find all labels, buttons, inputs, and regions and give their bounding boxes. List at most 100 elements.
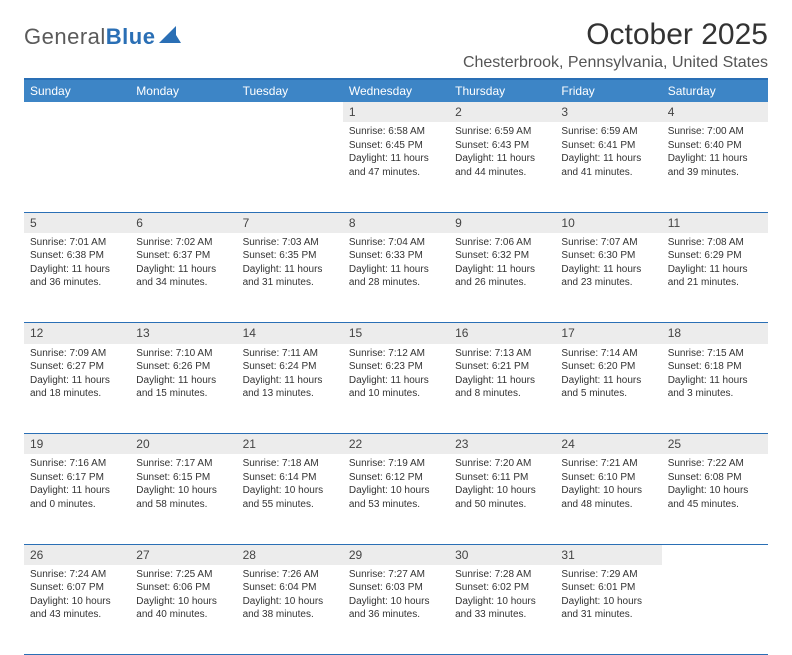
day-cell: Sunrise: 7:01 AMSunset: 6:38 PMDaylight:… xyxy=(24,233,130,323)
day-cell: Sunrise: 7:13 AMSunset: 6:21 PMDaylight:… xyxy=(449,344,555,434)
day-cell: Sunrise: 7:20 AMSunset: 6:11 PMDaylight:… xyxy=(449,454,555,544)
calendar-body: 1234Sunrise: 6:58 AMSunset: 6:45 PMDayli… xyxy=(24,102,768,655)
sunset-line: Sunset: 6:45 PM xyxy=(349,139,443,153)
location: Chesterbrook, Pennsylvania, United State… xyxy=(463,54,768,72)
day-number: 26 xyxy=(24,544,130,565)
day-number: 2 xyxy=(449,102,555,122)
daylight-line: Daylight: 11 hours and 0 minutes. xyxy=(30,484,124,511)
daylight-line: Daylight: 11 hours and 23 minutes. xyxy=(561,263,655,290)
daylight-line: Daylight: 11 hours and 36 minutes. xyxy=(30,263,124,290)
daylight-line: Daylight: 11 hours and 8 minutes. xyxy=(455,374,549,401)
sunset-line: Sunset: 6:07 PM xyxy=(30,581,124,595)
sunrise-line: Sunrise: 6:59 AM xyxy=(455,125,549,139)
day-number: 8 xyxy=(343,212,449,233)
day-number xyxy=(130,102,236,122)
sunset-line: Sunset: 6:30 PM xyxy=(561,249,655,263)
logo-word2: Blue xyxy=(106,24,156,49)
sunset-line: Sunset: 6:14 PM xyxy=(243,471,337,485)
day-cell: Sunrise: 7:29 AMSunset: 6:01 PMDaylight:… xyxy=(555,565,661,655)
weekday-header: Saturday xyxy=(662,79,768,102)
day-cell: Sunrise: 7:16 AMSunset: 6:17 PMDaylight:… xyxy=(24,454,130,544)
daylight-line: Daylight: 11 hours and 15 minutes. xyxy=(136,374,230,401)
sunset-line: Sunset: 6:15 PM xyxy=(136,471,230,485)
day-cell: Sunrise: 7:08 AMSunset: 6:29 PMDaylight:… xyxy=(662,233,768,323)
day-number: 20 xyxy=(130,434,236,455)
day-cell: Sunrise: 7:27 AMSunset: 6:03 PMDaylight:… xyxy=(343,565,449,655)
daylight-line: Daylight: 10 hours and 45 minutes. xyxy=(668,484,762,511)
weekday-header: Thursday xyxy=(449,79,555,102)
day-cell: Sunrise: 6:58 AMSunset: 6:45 PMDaylight:… xyxy=(343,122,449,212)
daynum-row: 567891011 xyxy=(24,212,768,233)
day-cell: Sunrise: 7:24 AMSunset: 6:07 PMDaylight:… xyxy=(24,565,130,655)
weekday-header: Tuesday xyxy=(237,79,343,102)
day-cell: Sunrise: 7:14 AMSunset: 6:20 PMDaylight:… xyxy=(555,344,661,434)
info-row: Sunrise: 7:24 AMSunset: 6:07 PMDaylight:… xyxy=(24,565,768,655)
daynum-row: 1234 xyxy=(24,102,768,122)
day-number: 11 xyxy=(662,212,768,233)
daylight-line: Daylight: 11 hours and 41 minutes. xyxy=(561,152,655,179)
day-number: 1 xyxy=(343,102,449,122)
sunset-line: Sunset: 6:43 PM xyxy=(455,139,549,153)
day-cell xyxy=(662,565,768,655)
sunrise-line: Sunrise: 7:04 AM xyxy=(349,236,443,250)
sunrise-line: Sunrise: 7:12 AM xyxy=(349,347,443,361)
sunrise-line: Sunrise: 7:15 AM xyxy=(668,347,762,361)
sunset-line: Sunset: 6:33 PM xyxy=(349,249,443,263)
sunset-line: Sunset: 6:29 PM xyxy=(668,249,762,263)
logo-text: GeneralBlue xyxy=(24,24,155,50)
sunset-line: Sunset: 6:37 PM xyxy=(136,249,230,263)
day-cell: Sunrise: 7:26 AMSunset: 6:04 PMDaylight:… xyxy=(237,565,343,655)
sunrise-line: Sunrise: 7:09 AM xyxy=(30,347,124,361)
sunrise-line: Sunrise: 7:21 AM xyxy=(561,457,655,471)
daylight-line: Daylight: 11 hours and 39 minutes. xyxy=(668,152,762,179)
day-number: 27 xyxy=(130,544,236,565)
day-cell: Sunrise: 7:03 AMSunset: 6:35 PMDaylight:… xyxy=(237,233,343,323)
day-number: 28 xyxy=(237,544,343,565)
sunset-line: Sunset: 6:24 PM xyxy=(243,360,337,374)
sunrise-line: Sunrise: 7:27 AM xyxy=(349,568,443,582)
sunrise-line: Sunrise: 7:22 AM xyxy=(668,457,762,471)
sunrise-line: Sunrise: 7:26 AM xyxy=(243,568,337,582)
day-cell: Sunrise: 7:19 AMSunset: 6:12 PMDaylight:… xyxy=(343,454,449,544)
header: GeneralBlue October 2025 Chesterbrook, P… xyxy=(24,18,768,72)
day-number: 21 xyxy=(237,434,343,455)
sunrise-line: Sunrise: 7:29 AM xyxy=(561,568,655,582)
daylight-line: Daylight: 11 hours and 10 minutes. xyxy=(349,374,443,401)
daylight-line: Daylight: 11 hours and 18 minutes. xyxy=(30,374,124,401)
daylight-line: Daylight: 11 hours and 47 minutes. xyxy=(349,152,443,179)
sunrise-line: Sunrise: 6:59 AM xyxy=(561,125,655,139)
day-number: 30 xyxy=(449,544,555,565)
sunrise-line: Sunrise: 7:07 AM xyxy=(561,236,655,250)
logo-sail-icon xyxy=(159,26,181,49)
sunset-line: Sunset: 6:26 PM xyxy=(136,360,230,374)
day-number: 6 xyxy=(130,212,236,233)
day-number: 13 xyxy=(130,323,236,344)
day-cell: Sunrise: 7:04 AMSunset: 6:33 PMDaylight:… xyxy=(343,233,449,323)
daylight-line: Daylight: 11 hours and 44 minutes. xyxy=(455,152,549,179)
sunset-line: Sunset: 6:23 PM xyxy=(349,360,443,374)
sunset-line: Sunset: 6:17 PM xyxy=(30,471,124,485)
sunset-line: Sunset: 6:12 PM xyxy=(349,471,443,485)
day-cell: Sunrise: 7:10 AMSunset: 6:26 PMDaylight:… xyxy=(130,344,236,434)
day-cell: Sunrise: 7:22 AMSunset: 6:08 PMDaylight:… xyxy=(662,454,768,544)
day-number: 22 xyxy=(343,434,449,455)
daylight-line: Daylight: 11 hours and 5 minutes. xyxy=(561,374,655,401)
daylight-line: Daylight: 11 hours and 13 minutes. xyxy=(243,374,337,401)
weekday-row: SundayMondayTuesdayWednesdayThursdayFrid… xyxy=(24,79,768,102)
sunrise-line: Sunrise: 6:58 AM xyxy=(349,125,443,139)
sunset-line: Sunset: 6:18 PM xyxy=(668,360,762,374)
day-cell: Sunrise: 7:18 AMSunset: 6:14 PMDaylight:… xyxy=(237,454,343,544)
daylight-line: Daylight: 10 hours and 31 minutes. xyxy=(561,595,655,622)
sunset-line: Sunset: 6:11 PM xyxy=(455,471,549,485)
day-cell: Sunrise: 6:59 AMSunset: 6:41 PMDaylight:… xyxy=(555,122,661,212)
day-number: 18 xyxy=(662,323,768,344)
info-row: Sunrise: 6:58 AMSunset: 6:45 PMDaylight:… xyxy=(24,122,768,212)
day-cell: Sunrise: 7:00 AMSunset: 6:40 PMDaylight:… xyxy=(662,122,768,212)
sunrise-line: Sunrise: 7:03 AM xyxy=(243,236,337,250)
daylight-line: Daylight: 11 hours and 31 minutes. xyxy=(243,263,337,290)
sunrise-line: Sunrise: 7:10 AM xyxy=(136,347,230,361)
calendar-table: SundayMondayTuesdayWednesdayThursdayFrid… xyxy=(24,78,768,655)
day-cell xyxy=(130,122,236,212)
weekday-header: Friday xyxy=(555,79,661,102)
sunset-line: Sunset: 6:01 PM xyxy=(561,581,655,595)
